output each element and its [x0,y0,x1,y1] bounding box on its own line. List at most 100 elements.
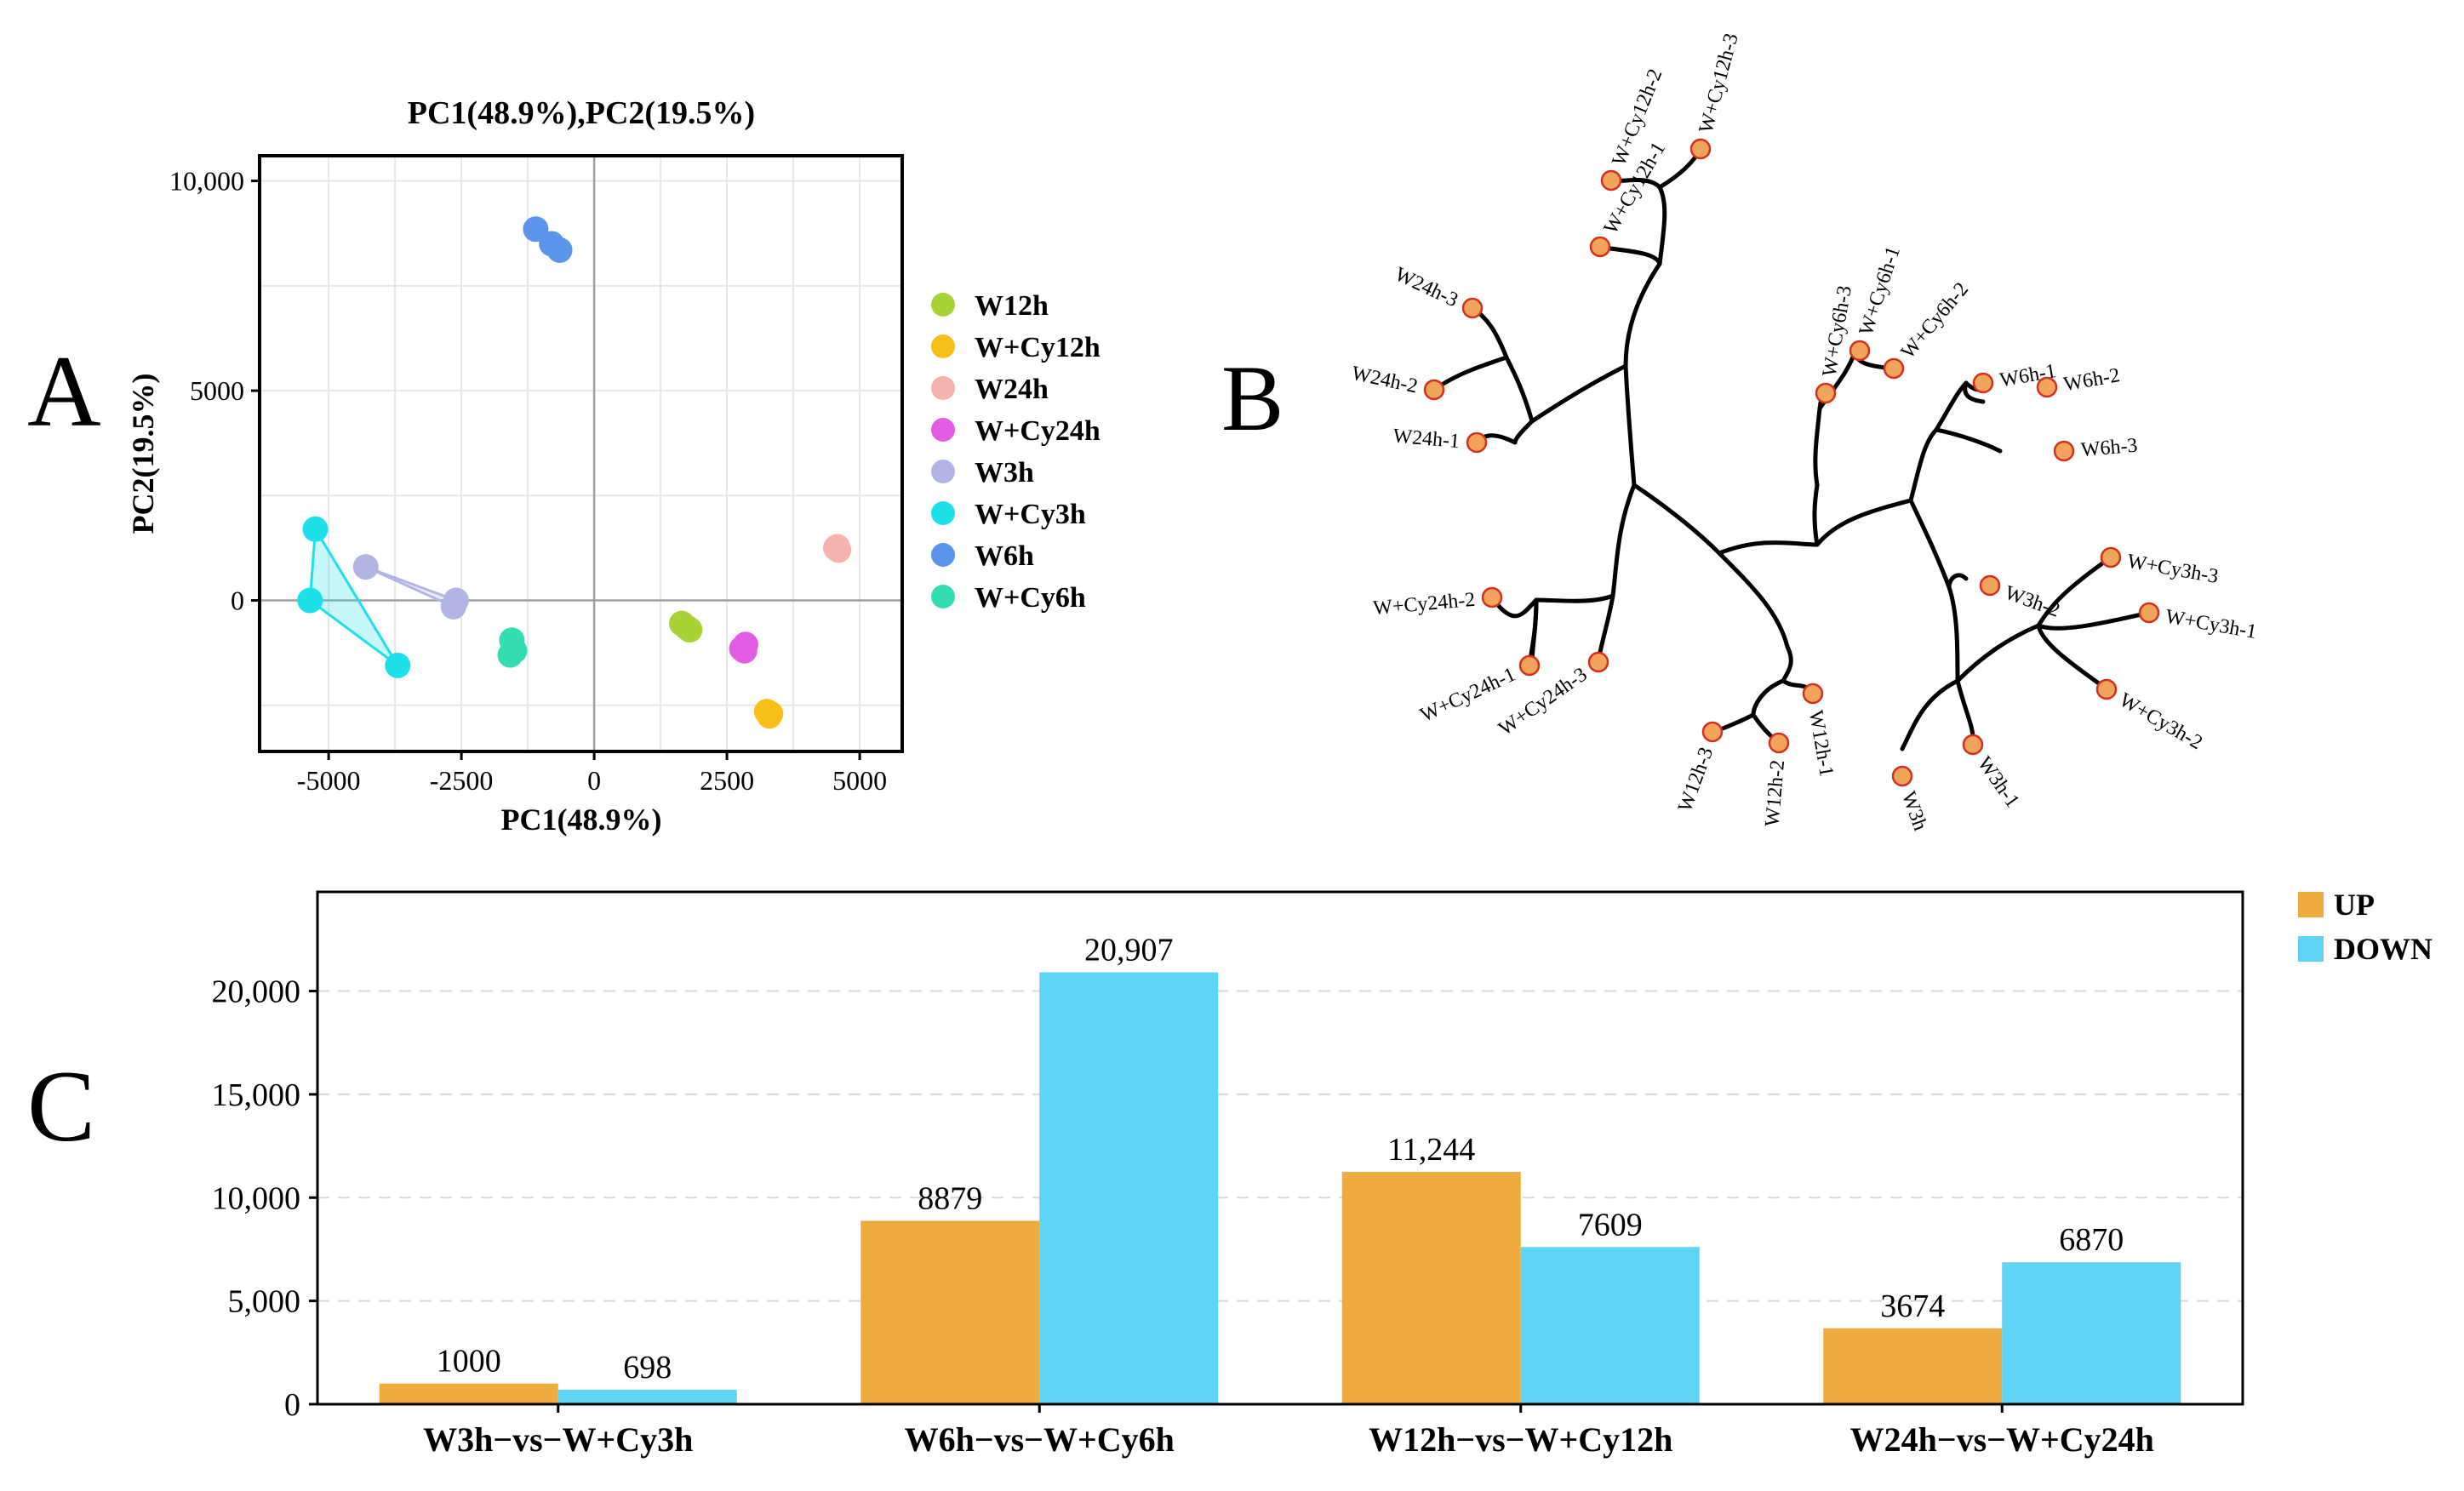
x-tick-label: W3h−vs−W+Cy3h [423,1420,693,1459]
tree-leaf-label: W+Cy6h-1 [1855,243,1905,338]
scatter-point [501,637,528,664]
tree-leaf-node [1461,297,1484,319]
pca-axes-zero [260,156,902,751]
tree-branch [1908,498,1952,590]
scatter-point [546,237,573,263]
y-tick-label: 0 [284,1387,300,1423]
tree-branch [1751,678,1786,717]
cluster-tree: W+Cy12h-3W+Cy12h-2W+Cy12h-1W24h-3W24h-2W… [1350,31,2259,833]
bar-down [2002,1262,2181,1404]
bar-value-labels: 1000 698 8879 20,907 11,244 7609 3674 6870 [437,932,2124,1385]
legend-swatch [2298,892,2324,917]
legend-label: W+Cy12h [975,332,1101,363]
tree-leaf-node [1701,721,1724,743]
tree-leaf-node [2053,440,2075,462]
tree-leaf-node [1481,586,1503,608]
tree-leaf-label: W24h-3 [1392,263,1461,311]
pca-grid [260,156,902,751]
x-tick-label: 5000 [832,765,887,796]
x-tick-label: -5000 [297,765,361,796]
tree-branch [1908,427,1939,503]
tree-leaf-node [1587,651,1609,673]
tree-branch [1489,595,1539,619]
pca-title: PC1(48.9%),PC2(19.5%) [408,95,755,131]
legend-label: DOWN [2334,932,2433,966]
bar-up [1341,1172,1521,1404]
x-tick-label: 0 [587,765,601,796]
tree-leaf-label: W+Cy3h-2 [2115,689,2206,755]
tree-leaf-label: W6h-3 [2080,434,2139,461]
legend-swatch [931,293,955,317]
tree-leaves: W+Cy12h-3W+Cy12h-2W+Cy12h-1W24h-3W24h-2W… [1350,31,2259,833]
tree-leaf-label: W3h-2 [2002,582,2063,622]
tree-leaf-label: W+Cy3h-1 [2164,606,2258,643]
legend-label: W24h [975,374,1049,405]
tree-branch [1529,597,1539,666]
tree-branch [1512,419,1535,445]
tree-branch [1900,678,1960,751]
tree-leaf-node [2138,602,2160,624]
tree-branch [2036,610,2152,631]
bar-value-label: 3674 [1880,1288,1945,1324]
tree-branch [1963,380,1986,404]
pca-x-ticks: -5000 -2500 0 2500 5000 [297,751,887,796]
tree-leaf-node [2100,546,2122,568]
legend-label: W+Cy3h [975,499,1086,530]
tree-branch [2036,623,2109,692]
tree-leaf-node [1815,382,1837,404]
pca-chart: PC1(48.9%),PC2(19.5%) -5000 -2500 0 2500 500… [126,95,1101,837]
tree-leaf-node [1466,431,1488,454]
tree-branch [1529,363,1628,424]
tree-leaf-node [2095,678,2118,700]
tree-leaf-label: W3h-1 [1973,753,2024,813]
y-tick-label: 5,000 [228,1284,301,1320]
pca-frame [258,154,904,753]
bar-up [860,1220,1040,1404]
x-tick-label: -2500 [430,765,494,796]
pca-y-axis-label: PC2(19.5%) [126,374,160,534]
tree-leaf-node [1518,654,1541,677]
tree-leaf-label: W24h-2 [1350,363,1420,398]
tree-branch [1504,355,1535,424]
scatter-point [352,554,379,580]
y-tick-label: 10,000 [169,166,244,197]
bar-up [379,1383,558,1404]
tree-leaf-node [1962,734,1984,756]
legend-swatch [931,376,955,400]
tree-leaf-node [1972,372,1994,394]
bar-up [1823,1328,2003,1404]
scatter-point [302,516,329,542]
scatter-point [385,652,411,678]
tree-leaf-node [1423,379,1445,401]
tree-leaf-label: W+Cy24h-2 [1372,589,1476,620]
bar-x-ticks: W3h−vs−W+Cy3h W6h−vs−W+Cy6h W12h−vs−W+Cy12… [423,1404,2154,1459]
tree-leaf-label: W12h-3 [1674,745,1718,815]
tree-branch [1717,551,1790,649]
y-tick-label: 5000 [190,375,244,406]
legend-label: UP [2334,888,2375,922]
bar-frame [316,890,2244,1406]
tree-leaf-node [2036,376,2058,398]
legend-label: W+Cy6h [975,582,1086,614]
tree-branch [2036,555,2113,628]
tree-leaf-node [1849,340,1871,362]
bar-grid [317,990,2243,1302]
pca-x-axis-label: PC1(48.9%) [501,803,662,837]
tree-branch [1657,185,1667,266]
deg-bar-chart: 0 5,000 10,000 15,000 20,000 1000 698 8879 20,9… [212,888,2433,1459]
scatter-point [440,593,466,620]
legend-label: W12h [975,290,1049,322]
bar-value-label: 11,244 [1387,1132,1475,1168]
x-tick-label: W6h−vs−W+Cy6h [905,1420,1175,1459]
tree-branch [1632,483,1722,556]
scatter-point [757,700,784,727]
scatter-point [824,534,850,560]
legend-swatch [931,334,955,358]
tree-branch [1934,380,1969,432]
panel-label-b: B [1221,346,1283,450]
tree-leaf-node [1979,574,2001,597]
tree-branch [1812,483,1820,547]
legend-label: W6h [975,540,1034,572]
legend-swatch [931,501,955,525]
bar-value-label: 8879 [918,1180,982,1216]
